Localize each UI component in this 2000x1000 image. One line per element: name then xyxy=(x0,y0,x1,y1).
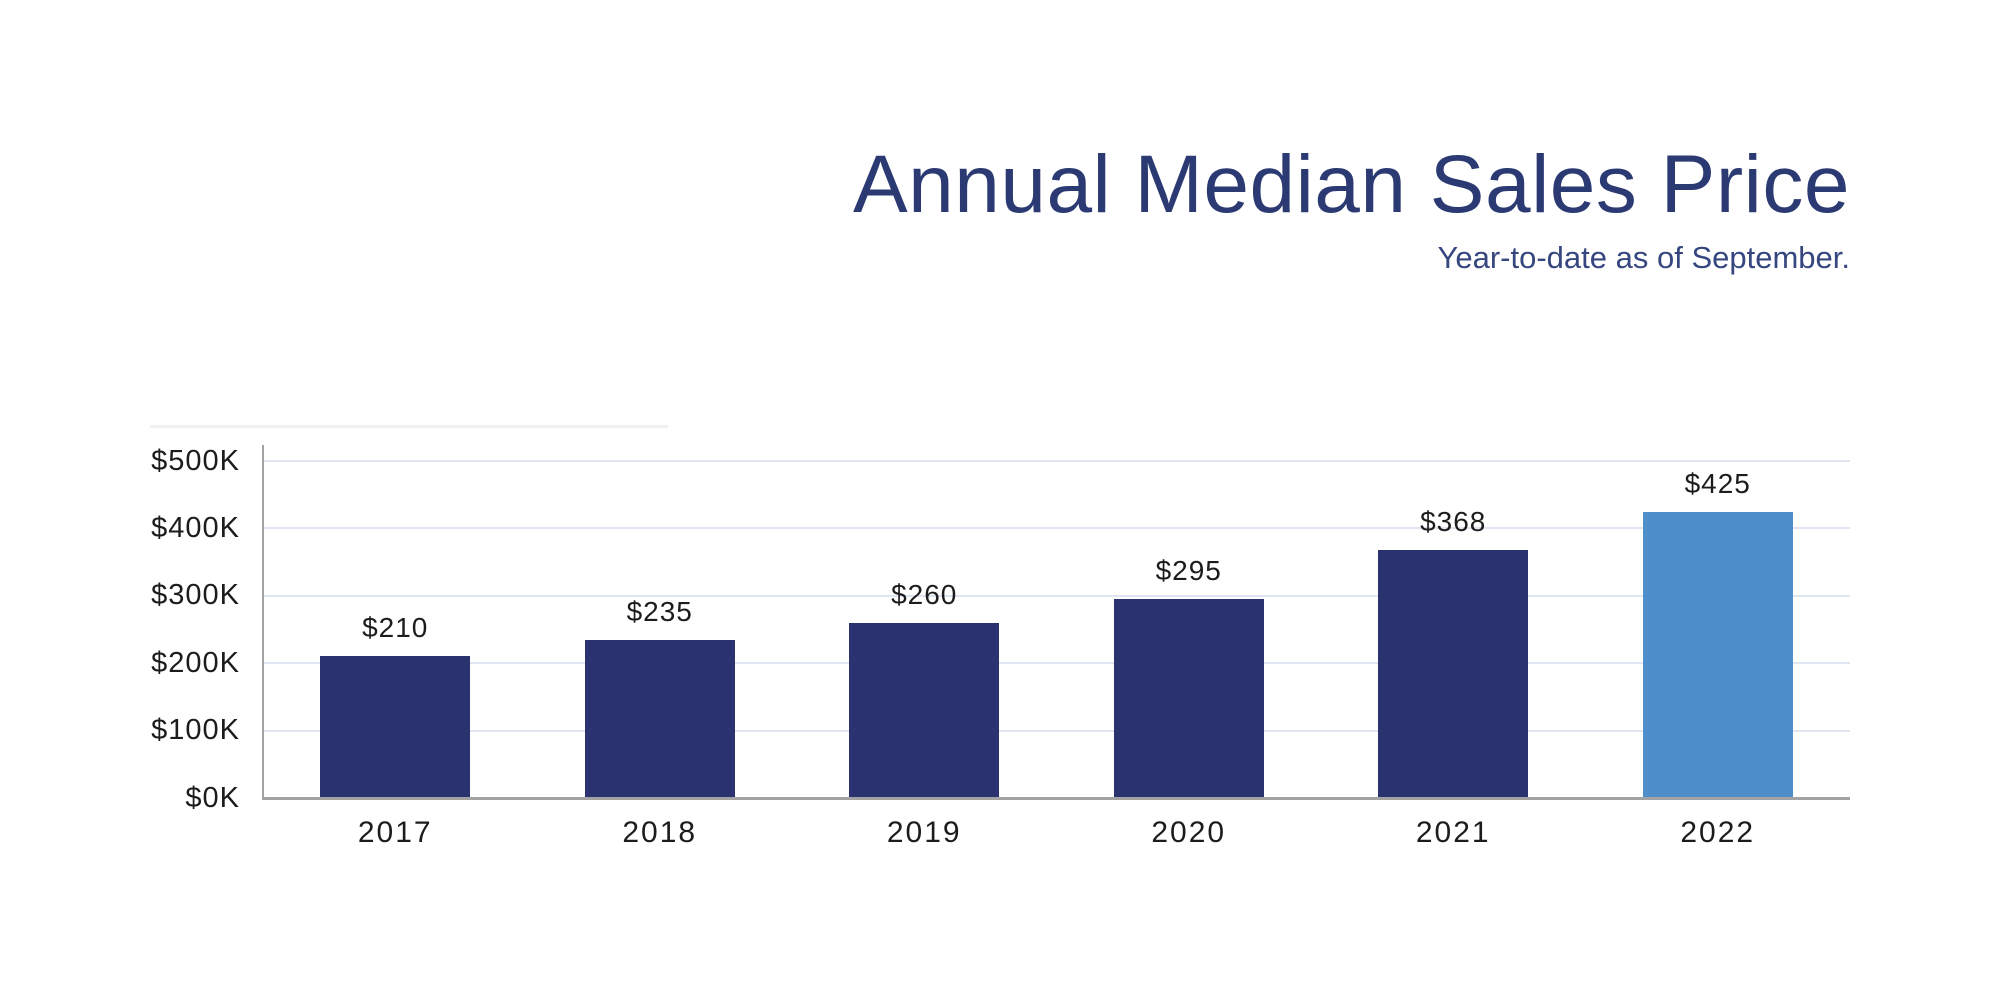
chart-subtitle: Year-to-date as of September. xyxy=(1437,240,1850,275)
bar-2022-highlighted xyxy=(1642,511,1793,798)
bar-2020 xyxy=(1113,599,1264,798)
y-axis-tick-label: $500K xyxy=(151,444,240,477)
bar-2021 xyxy=(1378,549,1529,798)
y-axis-tick-label: $200K xyxy=(151,646,240,679)
bar-value-label-2020: $295 xyxy=(1155,555,1222,587)
x-axis-category-label-2018: 2018 xyxy=(622,816,698,849)
x-axis-category-label-2019: 2019 xyxy=(886,816,962,849)
y-axis-line xyxy=(262,445,264,800)
bar-value-label-2022: $425 xyxy=(1684,467,1751,499)
gridline-$200K xyxy=(263,662,1850,665)
gridline-$400K xyxy=(263,527,1850,530)
bar-value-label-2019: $260 xyxy=(891,578,958,610)
bar-value-label-2017: $210 xyxy=(362,612,429,644)
chart-title: Annual Median Sales Price xyxy=(852,139,1850,230)
y-axis-tick-label: $100K xyxy=(151,714,240,747)
x-axis-category-label-2022: 2022 xyxy=(1680,816,1756,849)
gridline-$300K xyxy=(263,594,1850,597)
x-axis-category-label-2021: 2021 xyxy=(1415,816,1491,849)
bar-2018 xyxy=(584,639,735,798)
y-axis-tick-label: $300K xyxy=(151,579,240,612)
x-axis-category-label-2020: 2020 xyxy=(1151,816,1227,849)
x-axis-category-label-2017: 2017 xyxy=(357,816,433,849)
x-axis-line xyxy=(262,797,1850,800)
bar-value-label-2021: $368 xyxy=(1420,505,1487,537)
bar-2017 xyxy=(320,656,471,798)
y-axis-tick-label: $0K xyxy=(185,781,240,814)
gridline-$500K xyxy=(263,460,1850,462)
chart-frame-artifact-line xyxy=(150,425,668,428)
bar-2019 xyxy=(849,622,1000,798)
y-axis-tick-label: $400K xyxy=(151,511,240,544)
gridline-$100K xyxy=(263,729,1850,732)
bar-value-label-2018: $235 xyxy=(626,595,693,627)
